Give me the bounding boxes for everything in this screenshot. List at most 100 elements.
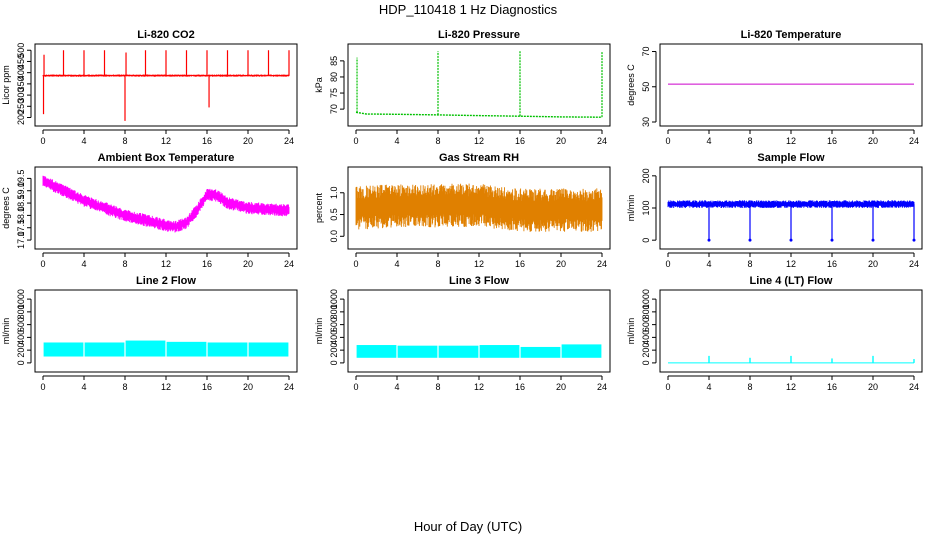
x-tick-label: 16: [827, 382, 837, 392]
flow-segment: [397, 345, 438, 358]
chart-title: Li-820 CO2: [137, 29, 194, 41]
x-tick-label: 24: [597, 136, 607, 146]
plot-frame: [347, 43, 611, 127]
y-tick-label: 200: [16, 343, 26, 358]
y-tick-label: 200: [641, 343, 651, 358]
y-axis-label: ml/min: [626, 318, 636, 345]
x-tick-label: 16: [827, 259, 837, 269]
y-tick-label: 400: [329, 330, 339, 345]
x-tick-label: 24: [909, 382, 919, 392]
x-tick-label: 0: [40, 259, 45, 269]
y-axis-label: degrees C: [1, 187, 11, 229]
y-axis-label: ml/min: [1, 318, 11, 345]
x-tick-label: 12: [161, 382, 171, 392]
x-tick-label: 0: [353, 136, 358, 146]
chart-title: Sample Flow: [757, 152, 825, 164]
y-tick-label: 17.0: [16, 231, 26, 249]
y-tick-label: 400: [16, 65, 26, 80]
dip-point: [912, 238, 916, 242]
y-tick-label: 500: [16, 43, 26, 58]
y-tick-label: 800: [641, 304, 651, 319]
x-tick-label: 4: [81, 259, 86, 269]
x-tick-label: 4: [394, 259, 399, 269]
x-tick-label: 24: [597, 259, 607, 269]
x-tick-label: 20: [243, 136, 253, 146]
x-tick-label: 8: [435, 136, 440, 146]
y-tick-label: 0: [16, 360, 26, 365]
y-tick-label: 1000: [641, 289, 651, 309]
x-tick-label: 4: [706, 136, 711, 146]
x-tick-label: 20: [243, 382, 253, 392]
x-tick-label: 4: [81, 136, 86, 146]
y-tick-label: 800: [16, 304, 26, 319]
x-tick-label: 20: [556, 259, 566, 269]
y-axis-label: kPa: [314, 77, 324, 93]
y-tick-label: 70: [641, 47, 651, 57]
x-tick-label: 8: [122, 259, 127, 269]
y-tick-label: 0: [329, 360, 339, 365]
y-tick-label: 17.5: [16, 219, 26, 237]
y-tick-label: 100: [641, 200, 651, 215]
chart-title: Line 3 Flow: [449, 275, 509, 287]
x-tick-label: 16: [202, 136, 212, 146]
x-tick-label: 12: [161, 136, 171, 146]
y-tick-label: 600: [16, 317, 26, 332]
x-tick-label: 8: [122, 382, 127, 392]
y-tick-label: 18.0: [16, 207, 26, 225]
x-tick-label: 0: [40, 136, 45, 146]
x-tick-label: 20: [868, 259, 878, 269]
y-tick-label: 600: [329, 317, 339, 332]
x-tick-label: 20: [868, 382, 878, 392]
chart-panel: Li-820 Temperature 0 4 8 12 16 20 24 30 50 70 degre…: [626, 29, 923, 146]
plot-frame: [347, 166, 611, 250]
x-tick-label: 4: [394, 382, 399, 392]
series-group: [668, 355, 915, 364]
dip-point: [748, 238, 752, 242]
figure-title: HDP_110418 1 Hz Diagnostics: [379, 2, 558, 17]
y-tick-label: 600: [641, 317, 651, 332]
y-tick-label: 400: [16, 330, 26, 345]
chart-title: Li-820 Pressure: [438, 29, 520, 41]
y-tick-label: 450: [16, 54, 26, 69]
y-tick-label: 0.0: [329, 230, 339, 243]
dip-point: [789, 238, 793, 242]
chart-panel: Ambient Box Temperature 0 4 8 12 16 20 24 17.017…: [1, 152, 298, 269]
y-tick-label: 800: [329, 304, 339, 319]
y-tick-label: 30: [641, 117, 651, 127]
figure-x-label: Hour of Day (UTC): [414, 519, 522, 534]
y-tick-label: 300: [16, 88, 26, 103]
x-tick-label: 12: [161, 259, 171, 269]
chart-title: Line 2 Flow: [136, 275, 196, 287]
x-tick-label: 8: [747, 136, 752, 146]
flow-segment: [520, 346, 561, 358]
x-tick-label: 12: [474, 136, 484, 146]
x-tick-label: 24: [597, 382, 607, 392]
y-tick-label: 19.5: [16, 170, 26, 188]
y-tick-label: 18.5: [16, 194, 26, 212]
flow-segment: [207, 342, 248, 357]
y-tick-label: 19.0: [16, 182, 26, 200]
flow-segment: [125, 340, 166, 357]
series-group: [355, 51, 603, 118]
x-tick-label: 24: [284, 259, 294, 269]
series-group: [42, 175, 290, 233]
x-tick-label: 4: [706, 259, 711, 269]
plot-frame: [34, 289, 298, 373]
y-axis-label: percent: [314, 192, 324, 223]
chart-title: Gas Stream RH: [439, 152, 519, 164]
flow-segment: [356, 345, 397, 358]
x-tick-label: 24: [909, 136, 919, 146]
x-tick-label: 0: [353, 382, 358, 392]
series-line: [355, 183, 603, 232]
y-tick-label: 85: [329, 56, 339, 66]
chart-title: Ambient Box Temperature: [98, 152, 235, 164]
series-group: [667, 200, 916, 242]
x-tick-label: 16: [515, 259, 525, 269]
x-tick-label: 0: [665, 259, 670, 269]
x-tick-label: 4: [706, 382, 711, 392]
y-tick-label: 1000: [329, 289, 339, 309]
plot-frame: [347, 289, 611, 373]
x-tick-label: 12: [474, 382, 484, 392]
flow-segment: [438, 345, 479, 358]
